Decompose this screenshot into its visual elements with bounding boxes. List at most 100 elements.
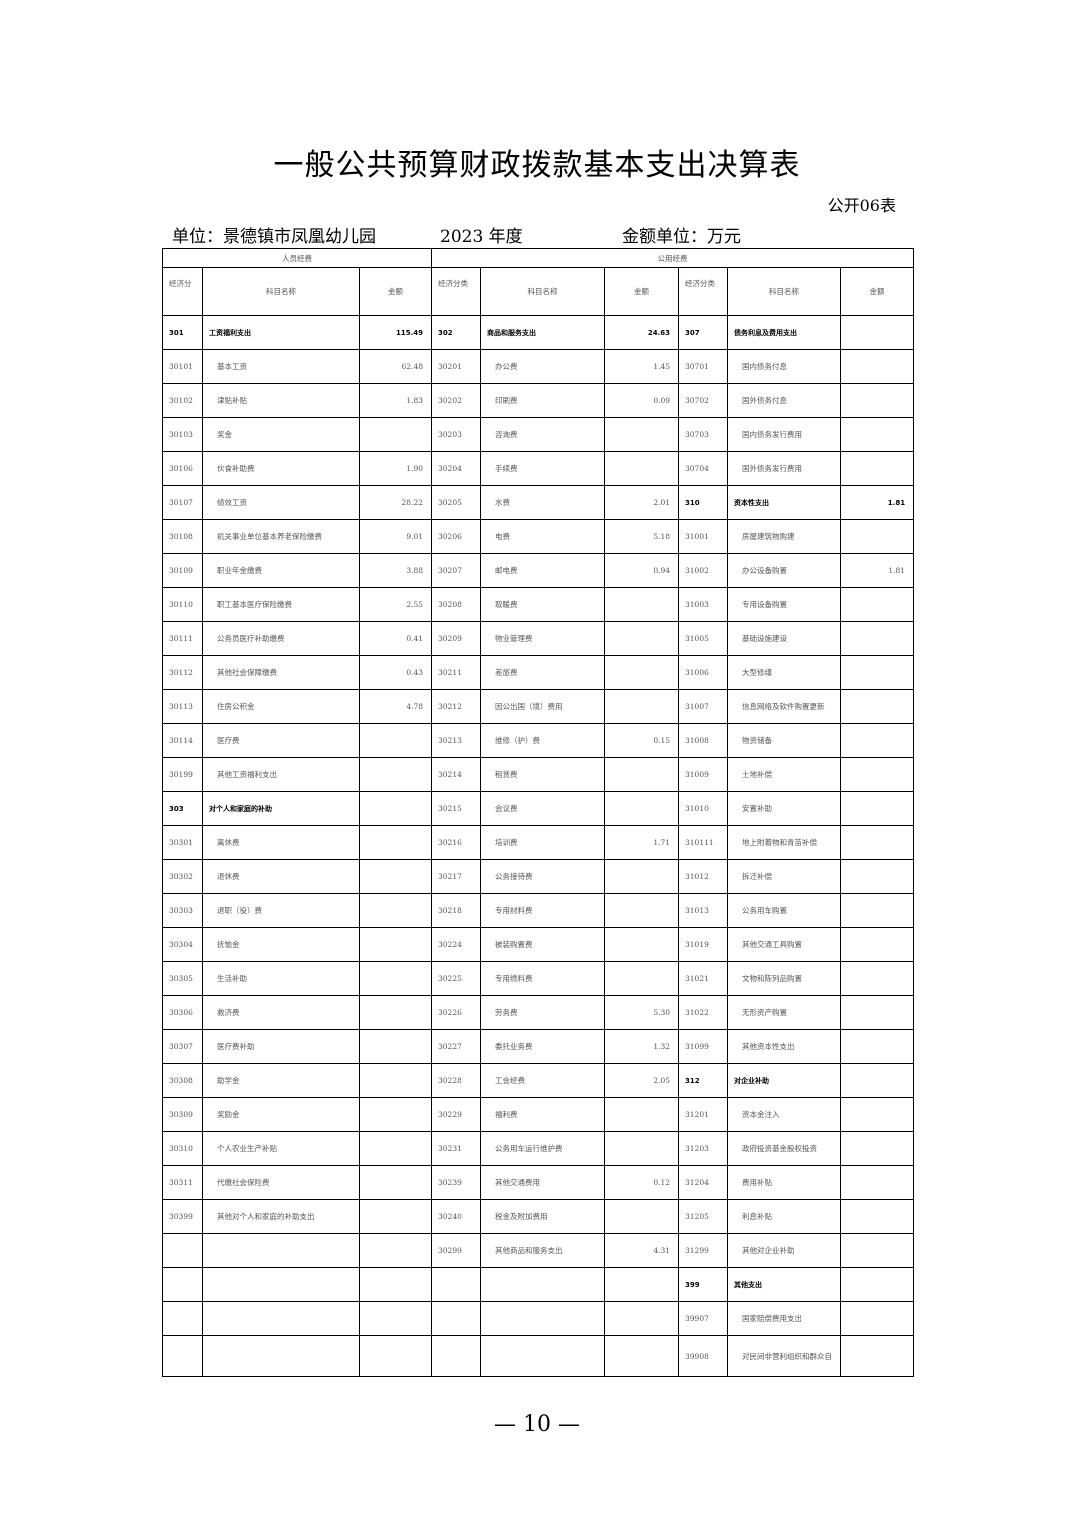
cell-amount — [358, 417, 433, 452]
cell-name: 医疗费补助 — [202, 1029, 360, 1064]
cell-name: 被装购置费 — [480, 927, 606, 962]
cell-name: 基础设施建设 — [727, 621, 842, 656]
cell-name: 其他交通费用 — [480, 1165, 606, 1200]
cell-amount — [840, 689, 915, 724]
cell-name: 国内债务发行费用 — [727, 417, 842, 452]
table-row: 30103 奖金 30203 咨询费 30703 国内债务发行费用 — [162, 417, 915, 452]
cell-code: 30108 — [162, 519, 203, 554]
cell-name: 离休费 — [202, 825, 360, 860]
cell-amount — [604, 621, 680, 656]
cell-amount — [840, 723, 915, 758]
cell-amount — [840, 1165, 915, 1200]
table-row: 30109 职业年金缴费 3.88 30207 邮电费 0.94 31002 办公设备购置 1.… — [162, 553, 915, 588]
cell-code — [162, 1301, 203, 1336]
cell-code: 30227 — [431, 1029, 482, 1064]
cell-name: 商品和服务支出 — [480, 315, 606, 350]
cell-code: 30305 — [162, 961, 203, 996]
col-header-name: 科目名称 — [202, 267, 360, 316]
cell-code: 30304 — [162, 927, 203, 962]
cell-amount — [358, 1267, 433, 1302]
cell-code: 30107 — [162, 485, 203, 520]
cell-amount — [604, 927, 680, 962]
cell-amount: 28.22 — [358, 485, 433, 520]
table-row: 30303 退职（役）费 30218 专用材料费 31013 公务用车购置 — [162, 893, 915, 928]
cell-code: 30109 — [162, 553, 203, 588]
cell-name: 债务利息及费用支出 — [727, 315, 842, 350]
cell-code: 31099 — [678, 1029, 729, 1064]
cell-name: 委托业务费 — [480, 1029, 606, 1064]
cell-name: 手续费 — [480, 451, 606, 486]
cell-amount — [840, 927, 915, 962]
cell-code: 30103 — [162, 417, 203, 452]
cell-amount — [840, 1199, 915, 1234]
cell-name: 办公设备购置 — [727, 553, 842, 588]
cell-amount — [358, 893, 433, 928]
cell-amount — [840, 417, 915, 452]
cell-name: 其他对个人和家庭的补助支出 — [202, 1199, 360, 1234]
cell-amount — [358, 1335, 433, 1377]
cell-code: 30231 — [431, 1131, 482, 1166]
page-number: — 10 — — [494, 1412, 580, 1437]
amount-unit-label: 金额单位：万元 — [622, 227, 741, 247]
cell-name: 资本金注入 — [727, 1097, 842, 1132]
cell-code: 31299 — [678, 1233, 729, 1268]
cell-code: 30213 — [431, 723, 482, 758]
table-row: 30399 其他对个人和家庭的补助支出 30240 税金及附加费用 31205 利息补贴 — [162, 1199, 915, 1234]
cell-name — [480, 1335, 606, 1377]
cell-code: 30202 — [431, 383, 482, 418]
cell-code — [431, 1267, 482, 1302]
cell-code: 303 — [162, 791, 203, 826]
cell-name: 工资福利支出 — [202, 315, 360, 350]
cell-code: 30206 — [431, 519, 482, 554]
cell-name: 政府投资基金股权投资 — [727, 1131, 842, 1166]
cell-amount — [840, 1131, 915, 1166]
cell-amount: 1.81 — [840, 485, 915, 520]
cell-code — [431, 1335, 482, 1377]
cell-code: 30203 — [431, 417, 482, 452]
cell-code: 30224 — [431, 927, 482, 962]
cell-name: 差旅费 — [480, 655, 606, 690]
cell-name: 生活补助 — [202, 961, 360, 996]
cell-amount — [358, 961, 433, 996]
cell-amount: 1.45 — [604, 349, 680, 384]
cell-name: 住房公积金 — [202, 689, 360, 724]
cell-amount: 1.71 — [604, 825, 680, 860]
cell-code: 30207 — [431, 553, 482, 588]
cell-name: 培训费 — [480, 825, 606, 860]
cell-code: 30212 — [431, 689, 482, 724]
cell-amount: 4.78 — [358, 689, 433, 724]
cell-amount — [840, 825, 915, 860]
year-label: 2023 年度 — [440, 227, 523, 247]
cell-amount — [604, 1301, 680, 1336]
table-row: 30308 助学金 30228 工会经费 2.05 312 对企业补助 — [162, 1063, 915, 1098]
table-row: 30301 离休费 30216 培训费 1.71 310111 地上附着物和青苗补偿 — [162, 825, 915, 860]
cell-name: 国外债务发行费用 — [727, 451, 842, 486]
cell-name: 其他对企业补助 — [727, 1233, 842, 1268]
cell-name: 对民间非营利组织和群众自 — [727, 1335, 842, 1377]
cell-name: 伙食补助费 — [202, 451, 360, 486]
expenditure-table: 人员经费 公用经费 经济分 科目名称 金额 经济分类 科目名称 金额 经济分类 … — [161, 248, 915, 1377]
cell-amount — [358, 1029, 433, 1064]
cell-code: 31013 — [678, 893, 729, 928]
cell-code: 30701 — [678, 349, 729, 384]
cell-amount — [358, 1199, 433, 1234]
cell-amount — [604, 655, 680, 690]
table-row: 30306 救济费 30226 劳务费 5.30 31022 无形资产购置 — [162, 995, 915, 1030]
cell-amount: 0.12 — [604, 1165, 680, 1200]
cell-amount — [358, 1301, 433, 1336]
cell-amount: 0.15 — [604, 723, 680, 758]
cell-code — [162, 1233, 203, 1268]
cell-name: 职业年金缴费 — [202, 553, 360, 588]
cell-code: 30309 — [162, 1097, 203, 1132]
cell-name: 文物和陈列品购置 — [727, 961, 842, 996]
cell-name: 基本工资 — [202, 349, 360, 384]
table-row: 301 工资福利支出 115.49 302 商品和服务支出 24.63 307 债务利息及费用… — [162, 315, 915, 350]
cell-amount: 62.48 — [358, 349, 433, 384]
table-row: 30110 职工基本医疗保险缴费 2.55 30208 取暖费 31003 专用设备购置 — [162, 587, 915, 622]
cell-name: 奖励金 — [202, 1097, 360, 1132]
cell-code: 312 — [678, 1063, 729, 1098]
table-row: 39907 国家赔偿费用支出 — [162, 1301, 915, 1336]
cell-code: 31008 — [678, 723, 729, 758]
cell-code: 31009 — [678, 757, 729, 792]
cell-code: 30702 — [678, 383, 729, 418]
